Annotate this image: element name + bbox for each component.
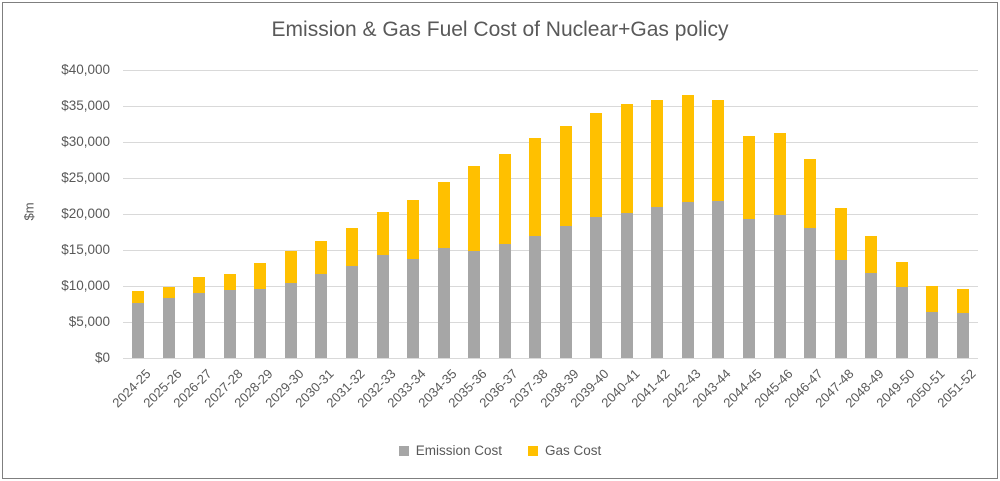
y-tick-label: $20,000 <box>61 206 110 221</box>
bar-segment-emission-cost-2029-30 <box>284 283 297 358</box>
bar-segment-gas-cost-2027-28 <box>223 273 236 291</box>
bar-segment-emission-cost-2035-36 <box>468 251 481 358</box>
bar-segment-emission-cost-2034-35 <box>437 247 450 358</box>
gridline <box>123 177 978 179</box>
bar-segment-gas-cost-2026-27 <box>193 277 206 294</box>
bar-segment-gas-cost-2024-25 <box>132 291 145 303</box>
bar-segment-emission-cost-2046-47 <box>804 228 817 358</box>
bar-segment-gas-cost-2044-45 <box>742 136 755 220</box>
y-tick-label: $40,000 <box>61 62 110 77</box>
bar-segment-gas-cost-2032-33 <box>376 211 389 256</box>
bar-segment-emission-cost-2033-34 <box>407 258 420 358</box>
chart-title: Emission & Gas Fuel Cost of Nuclear+Gas … <box>271 18 729 41</box>
gridline <box>123 213 978 215</box>
bar-segment-gas-cost-2033-34 <box>407 199 420 259</box>
bar-segment-emission-cost-2038-39 <box>559 226 572 358</box>
y-tick-label: $35,000 <box>61 98 110 113</box>
bar-segment-gas-cost-2043-44 <box>712 99 725 202</box>
bar-segment-emission-cost-2024-25 <box>132 302 145 358</box>
bar-segment-emission-cost-2048-49 <box>865 273 878 358</box>
y-tick-label: $25,000 <box>61 170 110 185</box>
bar-segment-gas-cost-2028-29 <box>254 262 267 289</box>
bar-segment-emission-cost-2030-31 <box>315 274 328 358</box>
bar-segment-gas-cost-2035-36 <box>468 166 481 252</box>
bar-segment-emission-cost-2051-52 <box>956 313 969 358</box>
gridline <box>123 69 978 71</box>
bar-segment-gas-cost-2040-41 <box>620 103 633 213</box>
bar-segment-emission-cost-2043-44 <box>712 201 725 358</box>
bar-segment-emission-cost-2041-42 <box>651 206 664 358</box>
bar-segment-emission-cost-2028-29 <box>254 288 267 358</box>
bar-segment-emission-cost-2040-41 <box>620 212 633 358</box>
y-tick-label: $0 <box>94 350 110 365</box>
bar-segment-gas-cost-2047-48 <box>834 207 847 261</box>
bar-segment-gas-cost-2037-38 <box>529 138 542 237</box>
bar-segment-emission-cost-2027-28 <box>223 290 236 358</box>
bar-segment-gas-cost-2050-51 <box>926 286 939 312</box>
legend-label-gas: Gas Cost <box>545 443 602 458</box>
bar-segment-emission-cost-2032-33 <box>376 255 389 358</box>
y-tick-label: $5,000 <box>68 314 110 329</box>
bar-segment-emission-cost-2042-43 <box>681 201 694 358</box>
gridline <box>123 141 978 143</box>
bar-segment-gas-cost-2048-49 <box>865 235 878 274</box>
legend-item-gas-cost: Gas Cost <box>528 443 601 458</box>
bar-segment-gas-cost-2036-37 <box>498 154 511 245</box>
gridline <box>123 285 978 287</box>
bar-segment-gas-cost-2049-50 <box>895 262 908 288</box>
bar-segment-emission-cost-2025-26 <box>162 298 175 358</box>
bar-segment-emission-cost-2031-32 <box>346 265 359 358</box>
legend: Emission Cost Gas Cost <box>0 443 1000 458</box>
bar-segment-emission-cost-2036-37 <box>498 244 511 358</box>
bar-segment-gas-cost-2025-26 <box>162 286 175 299</box>
bar-segment-emission-cost-2037-38 <box>529 236 542 358</box>
legend-swatch-emission-icon <box>398 445 409 456</box>
bar-segment-gas-cost-2046-47 <box>804 158 817 229</box>
bar-segment-emission-cost-2045-46 <box>773 215 786 358</box>
bar-segment-emission-cost-2044-45 <box>742 219 755 358</box>
bar-segment-gas-cost-2042-43 <box>681 95 694 202</box>
gridline <box>123 249 978 251</box>
bar-segment-gas-cost-2038-39 <box>559 126 572 227</box>
legend-swatch-gas-icon <box>528 445 538 456</box>
bar-segment-emission-cost-2050-51 <box>926 311 939 358</box>
bar-segment-emission-cost-2026-27 <box>193 293 206 358</box>
bar-segment-gas-cost-2030-31 <box>315 241 328 275</box>
bar-segment-emission-cost-2047-48 <box>834 260 847 358</box>
bar-segment-gas-cost-2031-32 <box>346 228 359 266</box>
gridline <box>123 357 978 359</box>
bar-segment-gas-cost-2039-40 <box>590 113 603 217</box>
bar-segment-gas-cost-2034-35 <box>437 182 450 248</box>
y-tick-label: $30,000 <box>61 134 110 149</box>
y-tick-label: $15,000 <box>61 242 110 257</box>
legend-label-emission: Emission Cost <box>415 443 502 458</box>
bar-segment-gas-cost-2045-46 <box>773 132 786 216</box>
bar-segment-emission-cost-2049-50 <box>895 287 908 358</box>
bar-segment-gas-cost-2051-52 <box>956 288 969 314</box>
gridline <box>123 105 978 107</box>
y-tick-label: $10,000 <box>61 278 110 293</box>
bar-segment-gas-cost-2041-42 <box>651 99 664 207</box>
bar-segment-emission-cost-2039-40 <box>590 216 603 358</box>
bar-segment-gas-cost-2029-30 <box>284 250 297 284</box>
legend-item-emission-cost: Emission Cost <box>398 443 502 458</box>
gridline <box>123 321 978 323</box>
